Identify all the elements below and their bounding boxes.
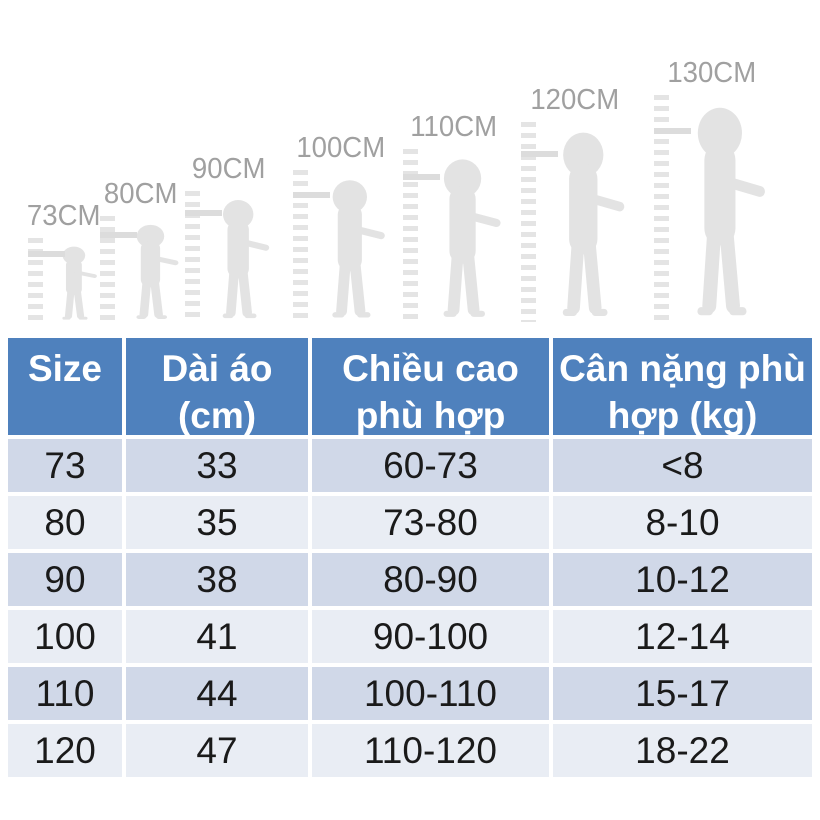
column-header-shirt-length: Dài áo (cm) bbox=[126, 338, 308, 436]
table-cell: 18-22 bbox=[553, 724, 812, 777]
height-figure-80: 80CM bbox=[100, 178, 181, 322]
child-silhouette-icon bbox=[53, 246, 99, 322]
table-cell: 80 bbox=[8, 496, 122, 549]
table-cell: 100 bbox=[8, 610, 122, 663]
table-cell: 90-100 bbox=[312, 610, 549, 663]
table-cell: 15-17 bbox=[553, 667, 812, 720]
height-label: 120CM bbox=[530, 84, 619, 116]
header-line: Dài áo bbox=[161, 348, 273, 389]
figure-row bbox=[521, 122, 628, 322]
height-label: 73CM bbox=[26, 200, 101, 232]
height-figure-90: 90CM bbox=[185, 153, 272, 322]
child-silhouette-icon bbox=[679, 106, 769, 322]
height-figure-100: 100CM bbox=[293, 132, 388, 322]
table-cell: 60-73 bbox=[312, 439, 549, 492]
ruler-marker bbox=[293, 192, 330, 198]
height-ruler bbox=[654, 95, 691, 322]
figure-row bbox=[100, 216, 181, 322]
height-ruler bbox=[293, 170, 330, 322]
table-cell: 73 bbox=[8, 439, 122, 492]
height-label: 80CM bbox=[103, 178, 178, 210]
ruler-marker bbox=[654, 128, 691, 134]
child-silhouette-icon bbox=[318, 179, 388, 322]
ruler-marker bbox=[28, 251, 66, 257]
table-cell: <8 bbox=[553, 439, 812, 492]
height-label: 90CM bbox=[191, 153, 266, 185]
height-figure-120: 120CM bbox=[521, 84, 628, 322]
height-figure-110: 110CM bbox=[403, 111, 504, 322]
height-ruler bbox=[100, 216, 137, 322]
header-line: (cm) bbox=[177, 395, 257, 436]
table-cell: 110-120 bbox=[312, 724, 549, 777]
column-header-size: Size bbox=[8, 338, 122, 435]
child-silhouette-icon bbox=[428, 158, 504, 322]
figure-row bbox=[28, 238, 99, 322]
size-table: Size Dài áo (cm) Chiều cao phù hợp (cm) … bbox=[8, 338, 812, 777]
ruler-marker bbox=[100, 232, 137, 238]
child-silhouette-icon bbox=[210, 199, 272, 322]
height-ruler bbox=[28, 238, 66, 322]
figure-row bbox=[403, 149, 504, 322]
table-cell: 73-80 bbox=[312, 496, 549, 549]
ruler-marker bbox=[185, 210, 222, 216]
ruler-marker bbox=[521, 151, 558, 157]
table-cell: 41 bbox=[126, 610, 308, 663]
table-cell: 10-12 bbox=[553, 553, 812, 606]
height-figure-73: 73CM bbox=[25, 200, 102, 322]
column-header-weight: Cân nặng phù hợp (kg) bbox=[553, 338, 812, 436]
table-cell: 100-110 bbox=[312, 667, 549, 720]
child-silhouette-icon bbox=[546, 131, 628, 322]
height-ruler bbox=[521, 122, 558, 322]
figure-row bbox=[654, 95, 769, 322]
header-line: Chiều cao bbox=[342, 348, 519, 389]
child-silhouette-icon bbox=[125, 224, 181, 322]
table-cell: 35 bbox=[126, 496, 308, 549]
table-cell: 90 bbox=[8, 553, 122, 606]
height-figure-130: 130CM bbox=[654, 57, 769, 322]
column-header-height: Chiều cao phù hợp (cm) bbox=[312, 338, 549, 483]
header-line: Cân nặng phù bbox=[559, 348, 806, 389]
height-label: 100CM bbox=[296, 132, 385, 164]
header-line: Size bbox=[27, 348, 103, 389]
height-ruler bbox=[403, 149, 440, 322]
table-cell: 110 bbox=[8, 667, 122, 720]
header-line: hợp (kg) bbox=[607, 395, 758, 436]
table-cell: 12-14 bbox=[553, 610, 812, 663]
table-cell: 8-10 bbox=[553, 496, 812, 549]
ruler-marker bbox=[403, 174, 440, 180]
table-cell: 44 bbox=[126, 667, 308, 720]
table-cell: 80-90 bbox=[312, 553, 549, 606]
figure-row bbox=[185, 191, 272, 322]
table-cell: 47 bbox=[126, 724, 308, 777]
table-cell: 120 bbox=[8, 724, 122, 777]
height-label: 110CM bbox=[410, 111, 497, 143]
figure-row bbox=[293, 170, 388, 322]
height-label: 130CM bbox=[667, 57, 756, 89]
table-cell: 33 bbox=[126, 439, 308, 492]
height-ruler bbox=[185, 191, 222, 322]
table-cell: 38 bbox=[126, 553, 308, 606]
